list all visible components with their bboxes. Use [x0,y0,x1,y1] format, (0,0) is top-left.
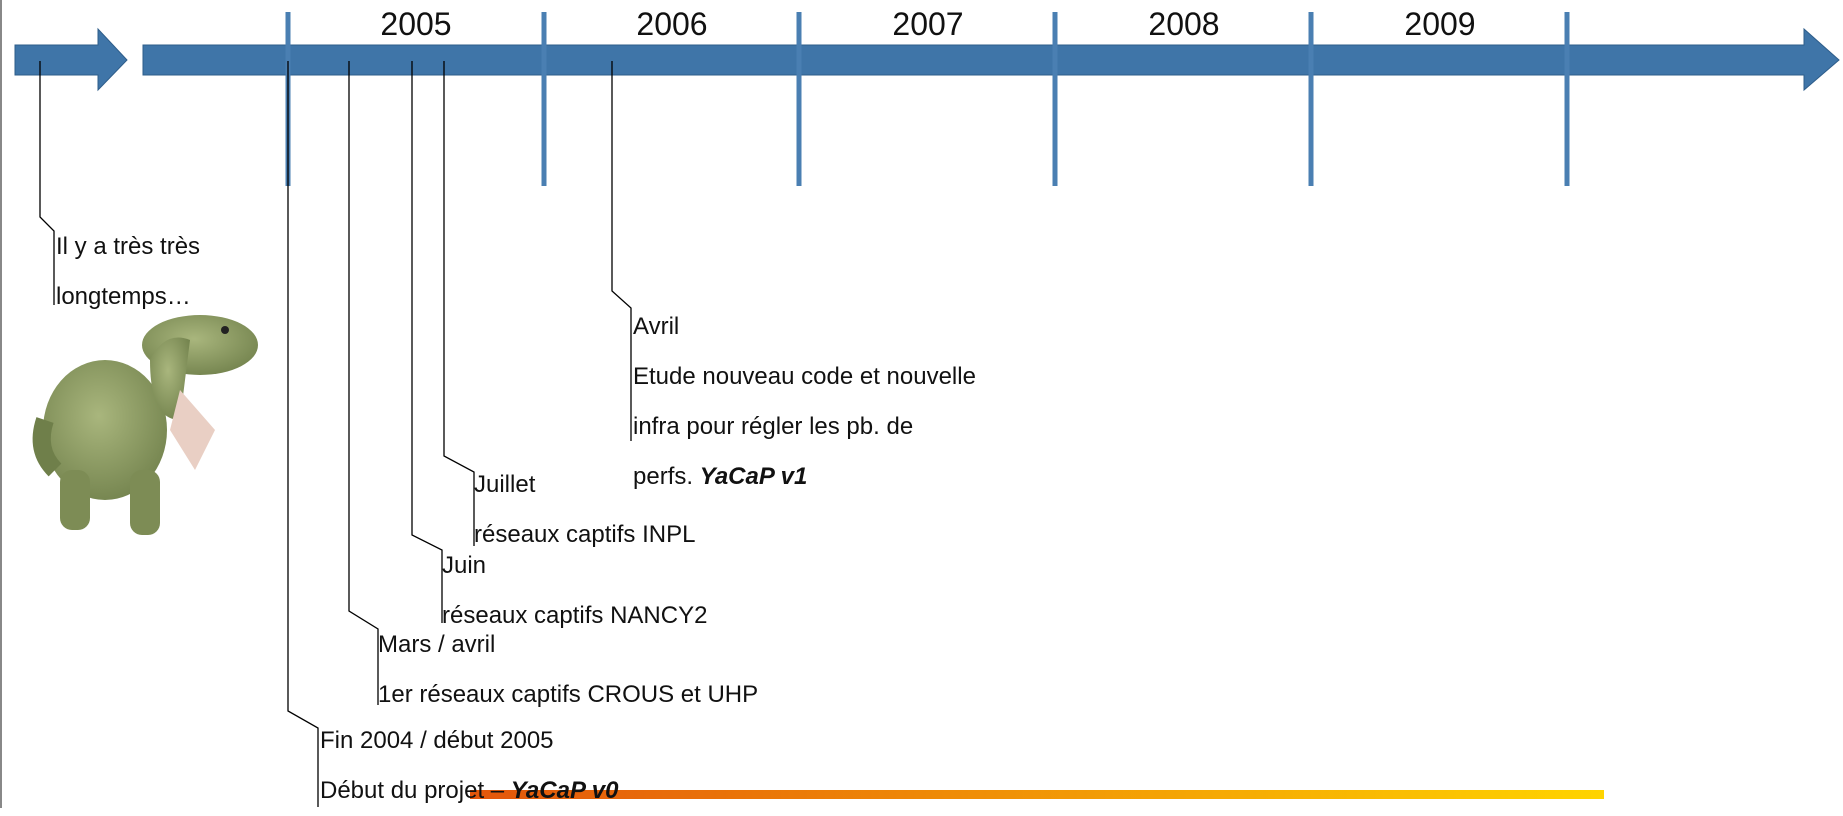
small-arrow [14,27,128,92]
year-label: 2005 [380,6,452,42]
event: Fin 2004 / début 2005 Début du projet – Y… [320,716,618,816]
event: Mars / avril 1er réseaux captifs CROUS et… [378,620,758,720]
description-text: réseaux captifs NANCY2 [442,602,708,629]
event-title: Il y a très très longtemps… [56,233,201,310]
description-highlight: YaCaP v0 [510,777,619,804]
event: Avril Etude nouveau code et nouvelle infr… [633,302,978,502]
leader-lines [39,61,632,807]
event-description: réseaux captifs INPL [474,510,695,560]
year-label: 2009 [1404,6,1476,42]
year-label: 2006 [636,6,708,42]
leader-line [411,61,443,623]
accent-bar [470,790,1604,799]
leader-line [287,61,319,807]
leader-line [611,61,632,441]
year-label: 2008 [1148,6,1220,42]
leader-line [348,61,379,705]
description-text: 1er réseaux captifs CROUS et UHP [378,681,759,708]
event-description: 1er réseaux captifs CROUS et UHP [378,670,758,720]
dinosaur-image [32,315,258,535]
description-text: réseaux captifs INPL [474,521,696,548]
event-title: Avril [633,313,680,340]
event-description: Etude nouveau code et nouvelle infra pou… [633,352,978,502]
main-arrow [142,27,1840,92]
event: Juillet réseaux captifs INPL [474,460,695,560]
event-title: Mars / avril [378,631,496,658]
leader-line [39,61,55,305]
leader-line [443,61,475,546]
event-title: Fin 2004 / début 2005 [320,727,554,754]
event: Juin réseaux captifs NANCY2 [442,541,707,641]
event-title: Juin [442,552,487,579]
description-highlight: YaCaP v1 [699,463,808,490]
description-text: Début du projet – [320,777,511,804]
event: Il y a très très longtemps… [56,222,271,322]
event-description: Début du projet – YaCaP v0 [320,766,618,816]
year-label: 2007 [892,6,964,42]
description-text: Etude nouveau code et nouvelle infra pou… [633,363,976,490]
event-title: Juillet [474,471,536,498]
event-description: réseaux captifs NANCY2 [442,591,707,641]
